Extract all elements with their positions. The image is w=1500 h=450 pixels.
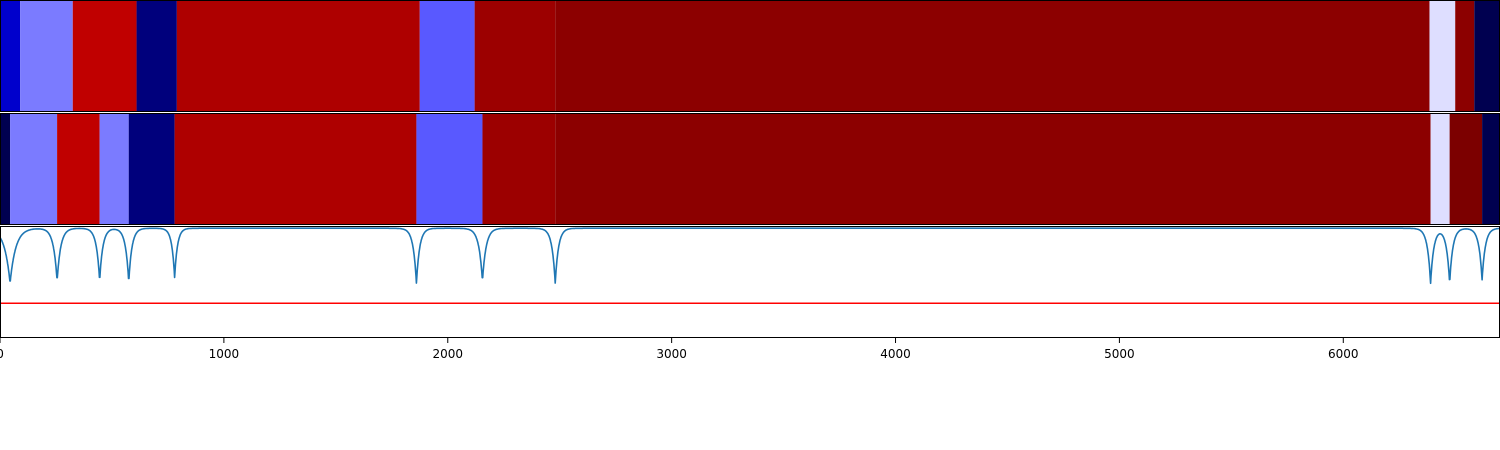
- segmentation-track-2: [0, 113, 1500, 225]
- track-1-segment-2: [72, 0, 137, 112]
- x-tick-label: 2000: [432, 347, 463, 361]
- x-tick-label: 6000: [1328, 347, 1359, 361]
- track-2-segment-2: [57, 113, 100, 225]
- track-1-segment-10: [1474, 0, 1500, 112]
- score-line: [0, 227, 1500, 285]
- x-tick-label: 3000: [656, 347, 687, 361]
- track-2-segment-10: [1449, 113, 1483, 225]
- track-2-segment-6: [416, 113, 483, 225]
- x-axis: 0 1000 2000 3000 4000 5000 6000: [0, 338, 1359, 361]
- x-tick-label: 4000: [880, 347, 911, 361]
- track-1-segment-6: [474, 0, 556, 112]
- track-1-segment-9: [1455, 0, 1475, 112]
- track-2-segment-5: [174, 113, 417, 225]
- track-1-segment-3: [136, 0, 177, 112]
- track-2-segment-3: [99, 113, 129, 225]
- track-2-segment-4: [128, 113, 175, 225]
- track-1-segment-7: [555, 0, 1430, 112]
- track-2-segment-0: [0, 113, 11, 225]
- track-1-segment-0: [0, 0, 21, 112]
- x-tick-label: 1000: [209, 347, 240, 361]
- track-2-segment-11: [1482, 113, 1500, 225]
- track-1-segment-5: [419, 0, 475, 112]
- track-1-segment-1: [20, 0, 73, 112]
- boundary-score-panel: [0, 227, 1500, 305]
- track-1-segment-4: [176, 0, 420, 112]
- track-2-segment-8: [555, 113, 1431, 225]
- track-2-segment-1: [10, 113, 58, 225]
- track-2-segment-9: [1430, 113, 1450, 225]
- track-1-segment-8: [1429, 0, 1456, 112]
- segmentation-track-1: [0, 0, 1500, 112]
- x-tick-label: 0: [0, 347, 4, 361]
- x-tick-label: 5000: [1104, 347, 1135, 361]
- panel-frame-3: [0, 226, 1500, 338]
- track-2-segment-7: [482, 113, 556, 225]
